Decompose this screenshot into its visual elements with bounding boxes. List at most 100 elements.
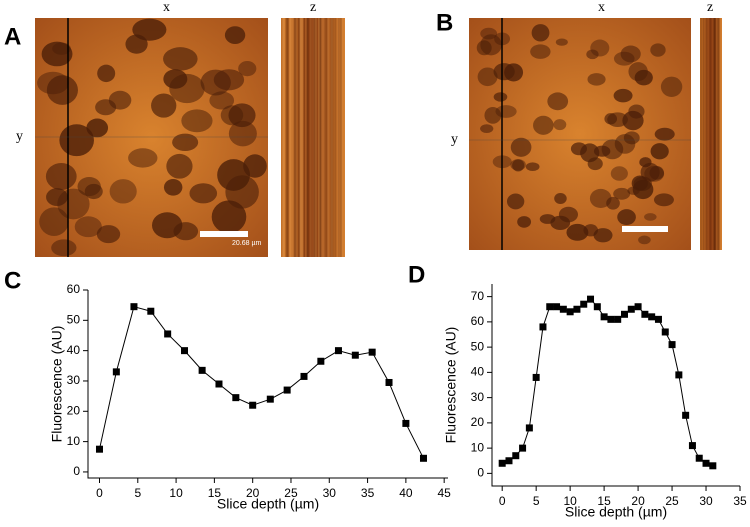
cell: [46, 188, 68, 207]
texture: [716, 18, 719, 250]
marker: [593, 303, 601, 311]
cell: [495, 105, 517, 118]
marker: [164, 330, 172, 338]
cell: [484, 106, 502, 124]
marker: [675, 371, 683, 379]
texture: [327, 18, 330, 257]
cell: [189, 183, 218, 204]
scale-bar: [622, 226, 668, 232]
texture: [288, 18, 291, 257]
y-tick-label: 50: [471, 339, 485, 353]
texture: [290, 18, 293, 257]
marker: [587, 295, 595, 303]
line: [502, 298, 713, 467]
scale-bar-label: 20.68 µm: [232, 240, 261, 247]
texture: [287, 18, 290, 257]
cell: [52, 42, 71, 55]
cell: [533, 115, 554, 135]
marker: [654, 315, 662, 323]
cell: [96, 225, 121, 244]
texture: [312, 18, 315, 257]
cell: [77, 176, 101, 197]
cell: [480, 124, 494, 134]
texture: [286, 18, 289, 257]
marker: [620, 310, 628, 318]
marker: [147, 307, 155, 315]
marker: [232, 394, 240, 402]
marker: [559, 305, 567, 313]
axis-name: x: [598, 0, 605, 15]
cell: [213, 69, 245, 91]
cell: [109, 179, 137, 204]
cell: [566, 223, 589, 241]
texture: [326, 18, 329, 257]
texture: [714, 18, 717, 250]
texture: [281, 18, 284, 257]
marker: [519, 444, 527, 452]
marker: [607, 315, 615, 323]
scale-bar: [200, 231, 248, 237]
x-tick-label: 25: [284, 486, 298, 500]
x-axis-label: Slice depth (µm): [217, 496, 319, 512]
cell: [555, 38, 568, 46]
cell: [589, 188, 612, 209]
texture: [314, 18, 317, 257]
texture: [713, 18, 716, 250]
y-tick-label: 10: [471, 440, 485, 454]
cell: [613, 187, 631, 200]
cell: [504, 63, 524, 82]
texture: [315, 18, 318, 257]
y-tick-label: 0: [477, 466, 484, 480]
marker: [566, 308, 574, 316]
overlay: 20.68 µm: [35, 18, 691, 257]
marker: [512, 452, 520, 460]
axis-name: x: [163, 0, 170, 15]
texture: [306, 18, 309, 257]
texture: [282, 18, 285, 257]
x-tick-label: 25: [665, 494, 679, 508]
cell: [650, 43, 666, 57]
texture: [301, 18, 304, 257]
cell: [224, 26, 246, 45]
marker: [634, 303, 642, 311]
marker: [668, 341, 676, 349]
cell: [660, 76, 683, 97]
cell: [530, 44, 551, 59]
marker: [661, 328, 669, 336]
cell: [512, 159, 525, 172]
marker: [532, 373, 540, 381]
x-tick-label: 10: [563, 494, 577, 508]
axis-name: z: [310, 0, 316, 15]
texture: [340, 18, 343, 257]
y-tick-label: 50: [67, 312, 81, 326]
cell: [209, 91, 235, 110]
texture: [705, 18, 708, 250]
cell: [606, 196, 620, 210]
marker: [402, 419, 410, 427]
cell: [583, 224, 598, 237]
texture: [306, 18, 309, 257]
cell: [644, 213, 657, 221]
y-tick-label: 0: [73, 464, 80, 478]
cell: [613, 51, 635, 66]
texture: [334, 18, 337, 257]
texture: [281, 18, 284, 257]
texture: [315, 18, 318, 257]
cell: [211, 200, 247, 234]
cell: [151, 93, 177, 118]
texture: [313, 18, 316, 257]
texture: [340, 18, 343, 257]
panel-label: B: [436, 9, 453, 36]
texture: [301, 18, 304, 257]
texture: [713, 18, 716, 250]
y-tick-label: 40: [67, 343, 81, 357]
y-tick-label: 30: [471, 390, 485, 404]
marker: [249, 401, 257, 409]
x-tick-label: 0: [499, 494, 506, 508]
texture: [318, 18, 321, 257]
x-tick-label: 35: [733, 494, 747, 508]
cell: [181, 109, 213, 133]
marker: [682, 411, 690, 419]
texture: [309, 18, 312, 257]
texture: [330, 18, 333, 257]
